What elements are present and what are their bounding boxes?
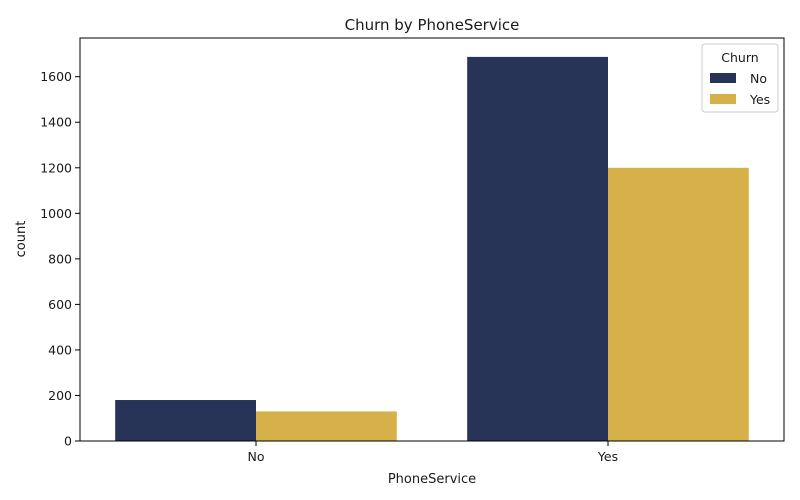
x-tick-label: Yes	[597, 449, 618, 464]
legend-title: Churn	[721, 50, 758, 65]
bars	[115, 56, 749, 442]
x-axis-label: PhoneService	[388, 472, 476, 487]
y-axis-label: count	[14, 221, 29, 258]
bar-yes-churn-no	[467, 56, 608, 442]
y-tick-label: 1600	[40, 69, 72, 84]
y-axis: 0 200 400 600 800 1000 1200 1400 1600	[40, 69, 80, 449]
legend-swatch-no	[710, 73, 736, 83]
legend: Churn No Yes	[701, 43, 779, 113]
y-tick-label: 600	[48, 297, 72, 312]
y-tick-label: 1200	[40, 160, 72, 175]
legend-swatch-yes	[710, 94, 736, 104]
bar-no-churn-no	[115, 400, 256, 441]
x-axis: No Yes	[248, 441, 618, 464]
y-tick-label: 400	[48, 342, 72, 357]
legend-label-no: No	[750, 71, 767, 86]
y-tick-label: 0	[64, 434, 72, 449]
legend-label-yes: Yes	[749, 92, 770, 107]
bar-no-churn-yes	[256, 411, 397, 441]
x-tick-label: No	[248, 449, 265, 464]
bar-yes-churn-yes	[608, 167, 749, 441]
chart-title: Churn by PhoneService	[345, 16, 520, 34]
y-tick-label: 800	[48, 251, 72, 266]
y-tick-label: 200	[48, 388, 72, 403]
y-tick-label: 1000	[40, 206, 72, 221]
plot-frame	[79, 37, 785, 442]
y-tick-label: 1400	[40, 115, 72, 130]
